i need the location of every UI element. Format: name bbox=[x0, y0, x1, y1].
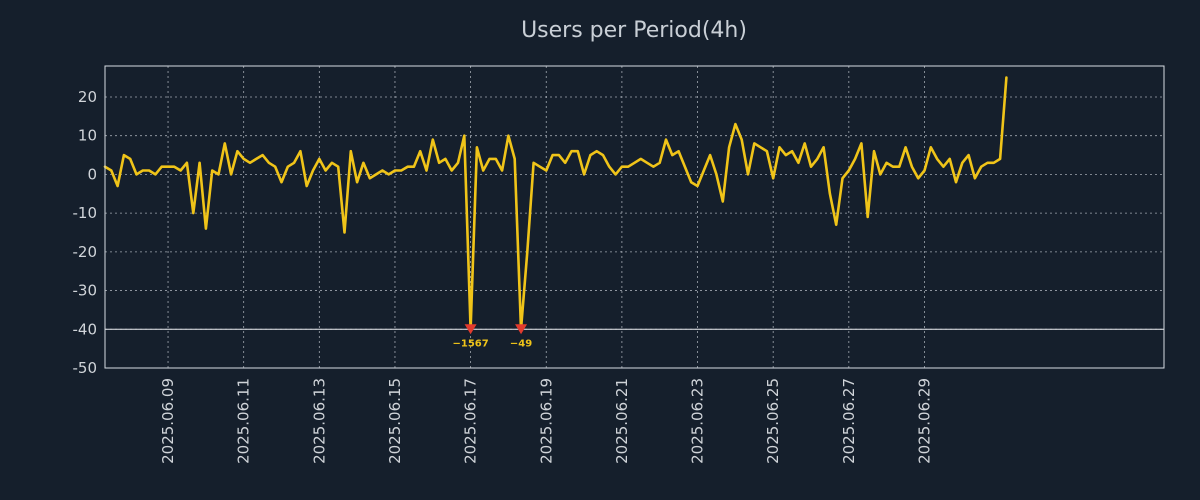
y-tick-label: -50 bbox=[73, 359, 98, 377]
clip-marker bbox=[515, 324, 528, 335]
y-tick-label: 20 bbox=[78, 88, 97, 106]
y-tick-label: -20 bbox=[73, 243, 98, 261]
y-tick-label: 0 bbox=[87, 165, 97, 183]
annotation-layer: −1567 −49 bbox=[452, 324, 532, 349]
clip-annotation-label: −49 bbox=[510, 338, 532, 349]
clip-marker bbox=[464, 324, 477, 335]
series-layer bbox=[103, 76, 1008, 331]
x-tick-label: 2025.06.23 bbox=[689, 378, 707, 464]
x-tick-label: 2025.06.17 bbox=[462, 378, 480, 464]
x-tick-label: 2025.06.27 bbox=[840, 378, 858, 464]
x-tick-label: 2025.06.11 bbox=[235, 378, 253, 464]
grid-layer bbox=[105, 66, 1164, 368]
y-tick-label: -10 bbox=[73, 204, 98, 222]
y-tick-label: -30 bbox=[73, 282, 98, 300]
x-tick-label: 2025.06.19 bbox=[537, 378, 555, 464]
axis-layer: 20 10 0 -10 -20 -30 -40 -50 2025.06.09 2025.06.11… bbox=[73, 88, 934, 464]
x-tick-label: 2025.06.21 bbox=[613, 378, 631, 464]
clip-annotation-label: −1567 bbox=[452, 338, 488, 349]
x-tick-label: 2025.06.25 bbox=[764, 378, 782, 464]
y-tick-label: -40 bbox=[73, 320, 98, 338]
x-tick-label: 2025.06.13 bbox=[310, 378, 328, 464]
chart-title: Users per Period(4h) bbox=[521, 18, 747, 43]
x-tick-label: 2025.06.15 bbox=[386, 378, 404, 464]
y-tick-label: 10 bbox=[78, 127, 97, 145]
x-tick-label: 2025.06.09 bbox=[159, 378, 177, 464]
series-line-users bbox=[103, 76, 1008, 331]
plot-frame bbox=[104, 65, 1165, 369]
x-tick-label: 2025.06.29 bbox=[915, 378, 933, 464]
